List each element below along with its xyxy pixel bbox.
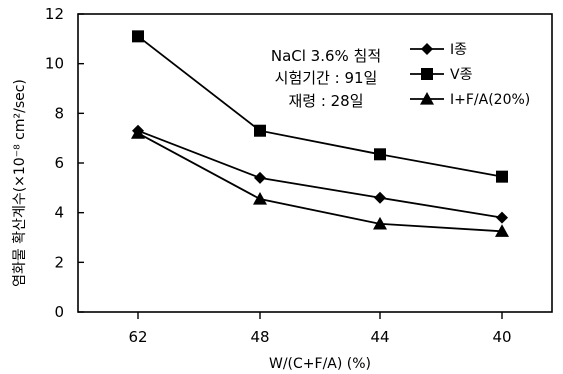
x-axis: 62 48 44 40 — [128, 312, 512, 346]
x-tick-label: 48 — [250, 328, 269, 346]
data-point — [132, 30, 144, 43]
data-point — [496, 170, 508, 183]
data-point — [374, 148, 386, 161]
legend-item: I+F/A(20%) — [410, 92, 530, 108]
data-point — [253, 192, 267, 205]
legend-marker — [420, 92, 434, 105]
data-point — [254, 171, 266, 184]
series-square — [132, 30, 508, 183]
data-point — [373, 216, 387, 230]
legend-marker — [421, 68, 433, 80]
y-tick-label: 12 — [45, 5, 64, 23]
series-layer — [131, 30, 509, 237]
data-point — [374, 191, 386, 204]
y-tick-label: 2 — [54, 253, 64, 271]
y-tick-label: 4 — [54, 204, 64, 222]
series-line — [137, 129, 503, 219]
y-tick-label: 6 — [54, 154, 64, 172]
annotation-line-3: 재령 : 28일 — [288, 92, 363, 110]
legend-label: I종 — [450, 42, 467, 58]
annotation-line-2: 시험기간 : 91일 — [275, 69, 378, 87]
legend-marker — [421, 43, 433, 55]
annotation-block: NaCl 3.6% 침적 시험기간 : 91일 재령 : 28일 — [271, 47, 381, 110]
y-axis-label: 염화물 확산계수(×10⁻⁸ cm²/sec) — [12, 79, 28, 287]
series-diamond — [132, 124, 508, 224]
data-point — [496, 211, 508, 224]
series-triangle — [131, 126, 509, 237]
x-tick-label: 40 — [492, 328, 511, 346]
data-point — [495, 224, 509, 237]
y-axis: 0 2 4 6 8 10 12 — [45, 5, 84, 321]
legend-label: I+F/A(20%) — [450, 92, 530, 108]
data-point — [131, 126, 145, 139]
annotation-line-1: NaCl 3.6% 침적 — [271, 47, 381, 65]
x-tick-label: 44 — [370, 328, 389, 346]
legend-item: V종 — [410, 67, 473, 83]
legend-item: I종 — [410, 42, 467, 58]
data-point — [254, 124, 266, 137]
legend: I종 V종 I+F/A(20%) — [410, 42, 530, 108]
y-tick-label: 8 — [54, 104, 64, 122]
legend-label: V종 — [450, 67, 473, 83]
x-tick-label: 62 — [128, 328, 147, 346]
series-line — [137, 35, 503, 178]
y-tick-label: 0 — [54, 303, 64, 321]
x-axis-label: W/(C+F/A) (%) — [269, 356, 371, 372]
y-tick-label: 10 — [45, 55, 64, 73]
series-line — [137, 132, 503, 233]
